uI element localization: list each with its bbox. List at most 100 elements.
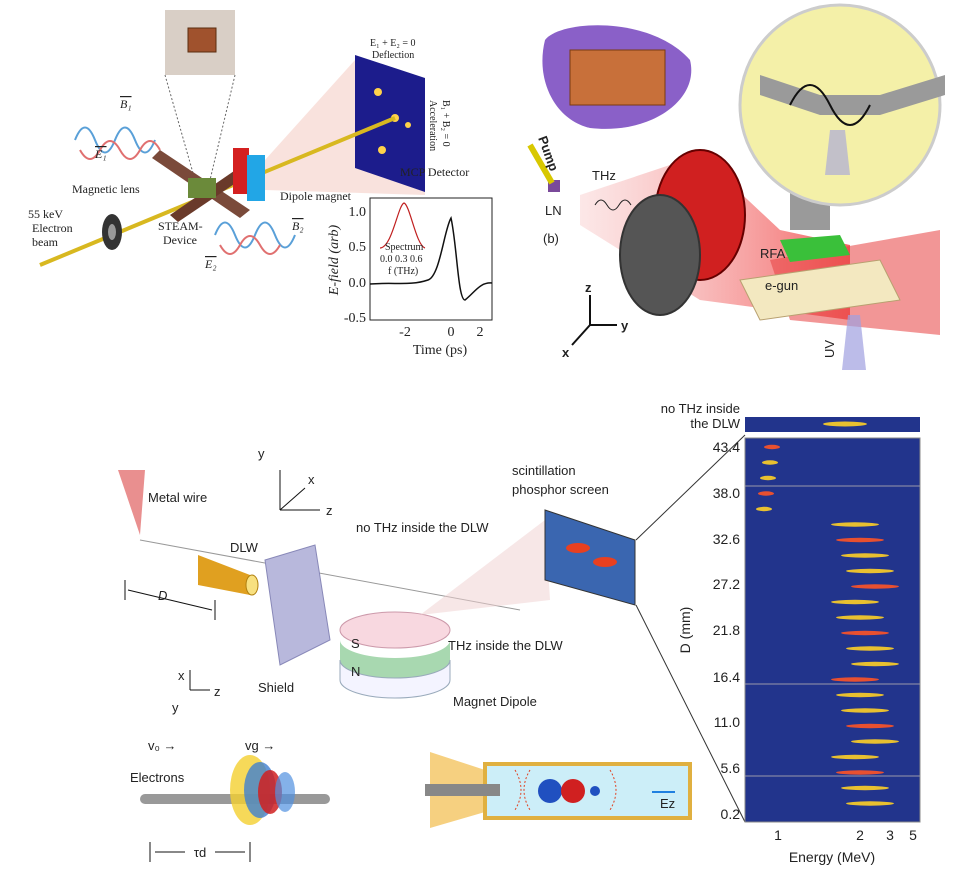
axis-label: Energy (MeV) [789, 849, 875, 865]
streak [836, 770, 884, 774]
label: z [214, 684, 221, 699]
shape [246, 575, 258, 595]
label: Deflection [372, 50, 414, 61]
label: τd [194, 845, 206, 860]
label: x [308, 472, 315, 487]
label: Device [163, 233, 197, 247]
label: E₂ [204, 257, 217, 271]
shape [188, 28, 216, 52]
label: Ez [660, 796, 675, 811]
tick-label: -2 [399, 325, 411, 340]
shape [823, 422, 867, 427]
label: f (THz) [388, 266, 418, 277]
label: no THz inside the DLW [356, 520, 489, 535]
label: B₁ [120, 97, 132, 111]
tick-label: 0.0 [349, 276, 367, 291]
streak [836, 693, 884, 697]
label: vg → [245, 738, 275, 753]
streak [831, 677, 879, 681]
label: MCP Detector [400, 165, 469, 179]
shape [590, 786, 600, 796]
tick-label: 32.6 [713, 531, 740, 547]
shape [538, 779, 562, 803]
streak [846, 724, 894, 728]
label: B₂ [292, 219, 304, 233]
shape [247, 155, 265, 201]
tick-label: 5 [909, 827, 917, 843]
shape [425, 784, 500, 796]
shape [570, 50, 665, 105]
label: y [172, 700, 179, 715]
label: Electrons [130, 770, 185, 785]
label: B₁ + B₂ = 0 [440, 100, 451, 147]
shape [108, 224, 116, 240]
label: Acceleration [427, 100, 438, 151]
label: N [351, 664, 360, 679]
tick-label: 3 [886, 827, 894, 843]
tick-label: 21.8 [713, 622, 740, 638]
label: S [351, 636, 360, 651]
tick-label: 5.6 [721, 760, 741, 776]
tick-label: 0.2 [721, 806, 741, 822]
shape [405, 122, 411, 128]
label: Shield [258, 680, 294, 695]
streak [841, 631, 889, 635]
streak [846, 646, 894, 650]
axis-label: E-field (arb) [327, 224, 342, 296]
axis-label: Time (ps) [413, 343, 468, 358]
label: THz inside the DLW [448, 638, 563, 653]
tick-label: 38.0 [713, 485, 740, 501]
label: RFA [760, 246, 786, 261]
streak [758, 491, 774, 495]
streak [841, 553, 889, 557]
label: z [585, 280, 592, 295]
label: DLW [230, 540, 259, 555]
shape [620, 195, 700, 315]
label: 55 keV [28, 207, 63, 221]
label: beam [32, 235, 59, 249]
label: the DLW [690, 416, 740, 431]
label: e-gun [765, 278, 798, 293]
label: z [326, 503, 333, 518]
label: Magnetic lens [72, 182, 140, 196]
tick-label: 27.2 [713, 576, 740, 592]
shape [593, 557, 617, 567]
label: Magnet Dipole [453, 694, 537, 709]
label: STEAM- [158, 219, 203, 233]
tick-label: -0.5 [344, 311, 366, 326]
label: UV [822, 340, 837, 358]
tick-label: 16.4 [713, 669, 740, 685]
label: D [158, 588, 167, 603]
tick-label: 0 [448, 325, 455, 340]
label: E₁ [94, 147, 107, 161]
streak [764, 445, 780, 449]
streak [841, 708, 889, 712]
streak [756, 507, 772, 511]
tick-label: 2 [856, 827, 864, 843]
streak [851, 739, 899, 743]
label: Spectrum [385, 242, 424, 253]
streak [831, 522, 879, 526]
label: x [562, 345, 570, 360]
figure: B₁ E₁ E₁ + E₂ = 0 Deflection Acceleratio… [0, 0, 973, 872]
shape [745, 438, 920, 822]
shape [566, 543, 590, 553]
tick-label: 0.5 [349, 240, 367, 255]
streak [841, 786, 889, 790]
tick-label: 2 [477, 325, 484, 340]
label: scintillation [512, 463, 576, 478]
streak [851, 662, 899, 666]
tick-label: 11.0 [714, 714, 740, 730]
label: y [258, 446, 265, 461]
axis-label: D (mm) [677, 607, 693, 654]
streak [836, 615, 884, 619]
tick-label: 1 [774, 827, 782, 843]
label: x [178, 668, 185, 683]
streak [851, 584, 899, 588]
label: v₀ → [148, 738, 177, 753]
label: (b) [543, 231, 559, 246]
streak [762, 460, 778, 464]
shape [561, 779, 585, 803]
streak [846, 569, 894, 573]
label: 0.0 0.3 0.6 [380, 254, 423, 265]
